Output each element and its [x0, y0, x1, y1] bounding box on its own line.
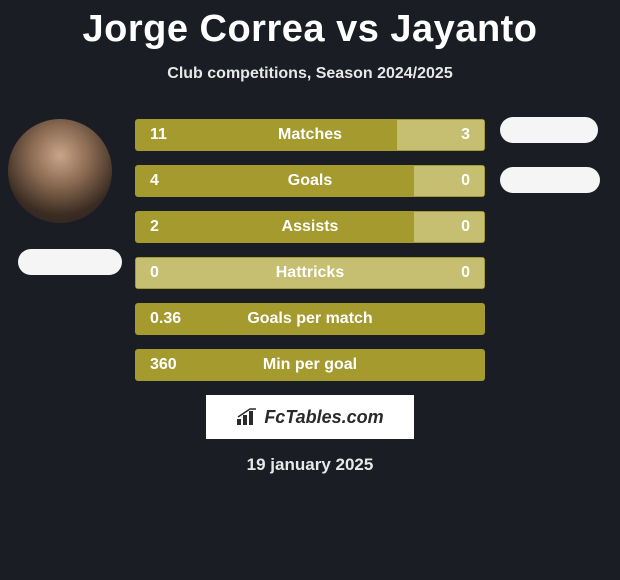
- stat-left-value: 11: [136, 120, 397, 150]
- player-left-avatar: [8, 119, 112, 223]
- stat-left-value: 0: [136, 258, 414, 288]
- subtitle: Club competitions, Season 2024/2025: [0, 65, 620, 83]
- stat-row: 00Hattricks: [135, 257, 485, 289]
- page-title: Jorge Correa vs Jayanto: [0, 0, 620, 51]
- logo-icon: [236, 408, 258, 426]
- player-right-flag-1: [500, 117, 598, 143]
- stat-row: 360Min per goal: [135, 349, 485, 381]
- stat-right-value: 0: [414, 212, 484, 242]
- player-right-flag-2: [500, 167, 600, 193]
- branding-text: FcTables.com: [264, 407, 383, 428]
- stat-right-value: 0: [414, 258, 484, 288]
- stat-bars: 113Matches 40Goals 20Assists 00Hattricks 0.3…: [135, 119, 485, 381]
- player-left: [8, 119, 112, 223]
- stat-left-value: 360: [136, 350, 484, 380]
- branding-badge: FcTables.com: [206, 395, 414, 439]
- stat-row: 20Assists: [135, 211, 485, 243]
- stat-left-value: 4: [136, 166, 414, 196]
- stat-right-value: 3: [397, 120, 484, 150]
- stat-row: 0.36Goals per match: [135, 303, 485, 335]
- stat-left-value: 2: [136, 212, 414, 242]
- stat-row: 40Goals: [135, 165, 485, 197]
- stat-row: 113Matches: [135, 119, 485, 151]
- player-left-flag: [18, 249, 122, 275]
- stat-left-value: 0.36: [136, 304, 484, 334]
- player-right: [500, 117, 600, 193]
- date-label: 19 january 2025: [0, 455, 620, 475]
- stat-right-value: 0: [414, 166, 484, 196]
- comparison-panel: 113Matches 40Goals 20Assists 00Hattricks 0.3…: [0, 119, 620, 475]
